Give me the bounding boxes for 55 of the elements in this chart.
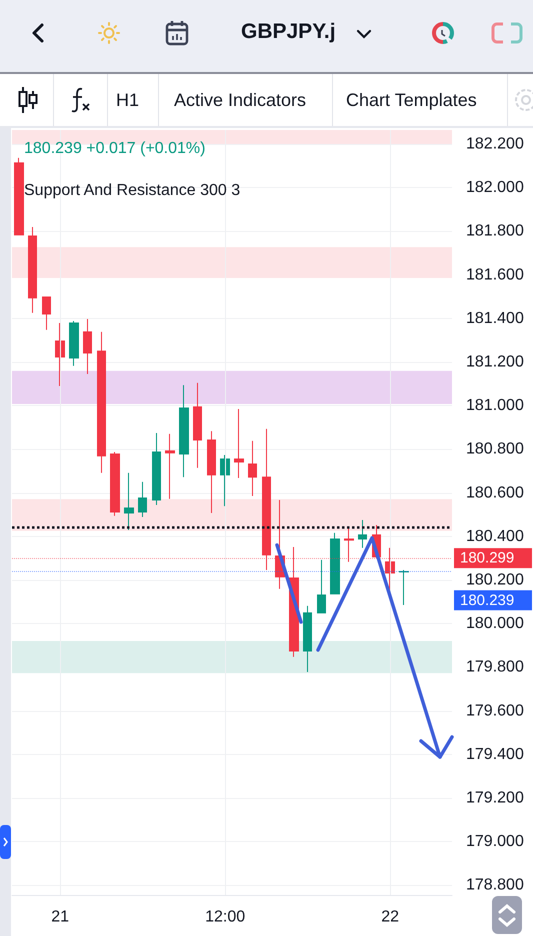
y-tick-label: 179.800 (466, 658, 524, 676)
candlestick (42, 296, 51, 330)
x-tick-label: 21 (51, 908, 70, 926)
candlestick (317, 559, 326, 614)
y-tick-label: 180.800 (466, 440, 524, 458)
candlestick (385, 547, 395, 591)
candlestick (28, 226, 37, 314)
annotation: Support And Resistance 300 3 (24, 182, 240, 200)
x-tick-label: 12:00 (205, 908, 246, 926)
candlestick (344, 526, 354, 562)
y-tick-label: 182.000 (466, 179, 524, 196)
y-tick-label: 181.200 (466, 353, 524, 370)
y-tick-label: 181.600 (466, 266, 524, 284)
annotation: 180.239 +0.017 (+0.01%) (24, 140, 206, 158)
candlestick (303, 605, 312, 672)
candlestick (83, 318, 92, 374)
y-tick-label: 179.600 (466, 702, 524, 720)
y-tick-label: 179.000 (466, 833, 524, 850)
y-tick-label: 180.400 (466, 528, 524, 545)
candlestick (124, 472, 134, 531)
candlestick (234, 408, 244, 478)
candlestick (110, 452, 120, 516)
y-tick-label: 179.400 (466, 746, 524, 763)
candlestick (207, 430, 216, 514)
y-tick-label: 180.000 (466, 615, 524, 632)
candlestick (399, 569, 409, 606)
candlestick (55, 322, 65, 386)
ref-line-label: 180.239 (460, 592, 514, 609)
ref-line-label: 180.299 (460, 550, 514, 567)
y-tick-label: 181.000 (466, 397, 524, 414)
candlestick (69, 320, 79, 366)
candlestick (330, 532, 340, 594)
text: H1 (116, 90, 140, 111)
y-tick-label: 180.200 (466, 571, 524, 588)
y-tick-label: 181.800 (466, 222, 524, 240)
text: Chart Templates (346, 90, 477, 111)
y-tick-label: 180.600 (466, 484, 524, 502)
y-tick-label: 178.800 (466, 876, 524, 894)
candlestick (220, 454, 230, 507)
y-tick-label: 181.400 (466, 310, 524, 327)
candlestick (97, 331, 106, 474)
candlestick (165, 433, 175, 500)
candlestick (358, 520, 367, 548)
x-tick-label: 22 (381, 908, 400, 926)
candlestick (193, 382, 202, 468)
chart-title: GBPJPY.j (241, 20, 336, 44)
candlestick (138, 481, 147, 518)
text: Active Indicators (174, 90, 306, 111)
candlestick (152, 432, 161, 506)
candlestick (248, 440, 257, 497)
y-tick-label: 179.200 (466, 789, 524, 806)
candlestick (179, 384, 189, 478)
candlestick (262, 428, 271, 570)
candlestick (14, 157, 24, 236)
y-tick-label: 182.200 (466, 135, 524, 152)
